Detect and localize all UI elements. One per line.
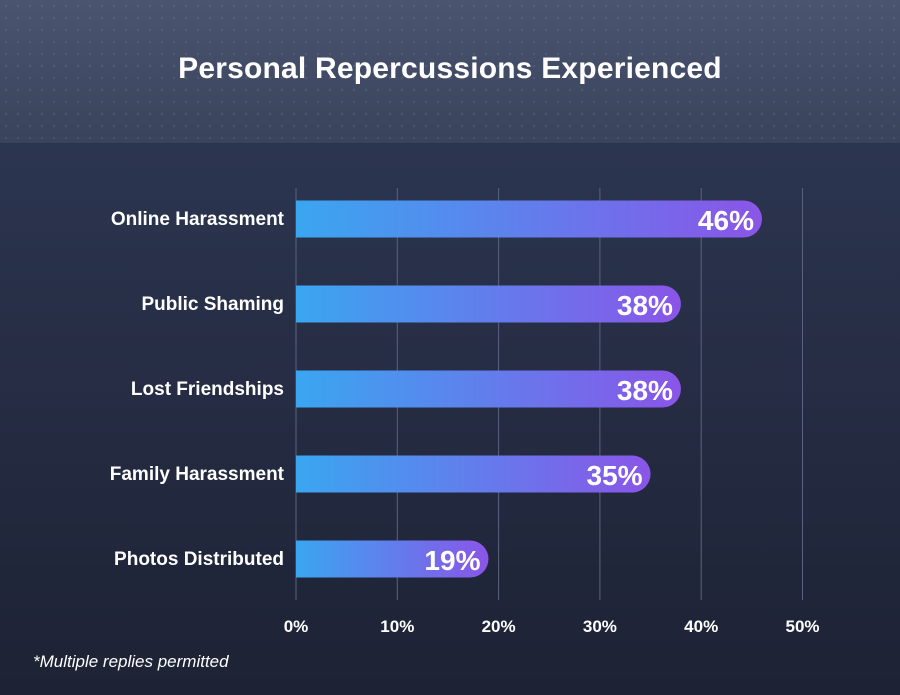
bar — [296, 285, 681, 323]
category-label: Family Harassment — [110, 464, 285, 485]
category-label: Public Shaming — [141, 294, 284, 315]
footnote: *Multiple replies permitted — [33, 652, 229, 671]
bar — [296, 540, 489, 578]
bar-value-label: 38% — [617, 290, 673, 321]
bar-value-label: 38% — [617, 375, 673, 406]
bar-value-label: 35% — [587, 460, 643, 491]
x-tick-label: 0% — [284, 617, 309, 636]
x-tick-label: 50% — [785, 617, 819, 636]
category-label: Photos Distributed — [114, 549, 284, 570]
category-label: Online Harassment — [111, 209, 285, 230]
bar — [296, 370, 681, 408]
bar-value-label: 19% — [424, 545, 480, 576]
x-tick-label: 20% — [482, 617, 516, 636]
x-tick-label: 40% — [684, 617, 718, 636]
bar — [296, 200, 762, 238]
category-label: Lost Friendships — [131, 379, 284, 400]
x-tick-label: 30% — [583, 617, 617, 636]
x-tick-label: 10% — [380, 617, 414, 636]
bar — [296, 455, 651, 493]
header-banner: Personal Repercussions Experienced — [0, 0, 900, 143]
bar-value-label: 46% — [698, 205, 754, 236]
chart-title: Personal Repercussions Experienced — [178, 52, 722, 85]
